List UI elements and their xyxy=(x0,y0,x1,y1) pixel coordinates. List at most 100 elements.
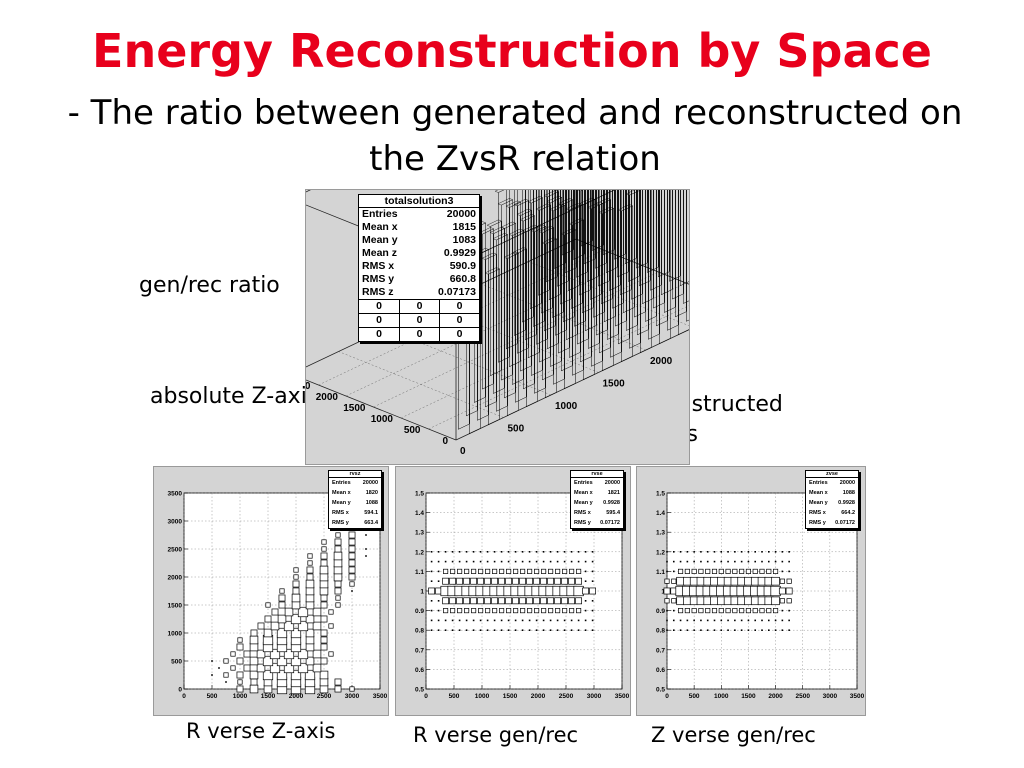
data-point xyxy=(472,629,475,631)
data-point xyxy=(458,619,461,622)
data-point xyxy=(781,629,784,631)
axis-ticks: 0 500 1000 1500 2000 2500 3000 3500 0.5 0.6 0.7 0.8… xyxy=(415,491,630,701)
y-tick-label: 0.5 xyxy=(415,687,424,694)
stat-value: 0.9928 xyxy=(838,500,855,506)
data-point xyxy=(570,560,573,563)
data-point xyxy=(528,619,531,622)
data-point xyxy=(734,551,736,553)
data-point xyxy=(679,551,682,553)
data-box xyxy=(348,573,356,581)
data-box xyxy=(575,577,583,585)
data-point xyxy=(486,619,489,622)
data-box xyxy=(279,588,285,594)
data-box xyxy=(752,568,758,574)
data-box xyxy=(718,608,724,614)
lego-bar xyxy=(625,190,637,265)
data-box xyxy=(249,656,259,666)
data-box xyxy=(334,545,342,553)
data-point xyxy=(713,560,716,563)
stat-value: 1083 xyxy=(452,234,476,246)
data-point xyxy=(479,629,482,631)
data-box xyxy=(562,568,568,574)
data-box xyxy=(582,587,590,595)
data-point xyxy=(437,619,440,622)
data-box xyxy=(305,628,315,638)
data-box xyxy=(348,552,356,560)
lego-bar xyxy=(498,190,510,363)
x-tick-label: 1500 xyxy=(741,693,756,700)
data-box xyxy=(319,586,329,596)
data-point xyxy=(465,629,468,631)
data-box xyxy=(506,568,512,574)
data-point xyxy=(542,619,545,622)
main-stats-row: Mean z 0.9929 xyxy=(359,247,479,260)
data-box xyxy=(684,608,690,614)
data-point xyxy=(591,580,594,582)
data-point xyxy=(465,560,468,563)
stat-count-cell: 0 xyxy=(439,327,479,341)
main-stats-row: Entries 20000 xyxy=(359,208,479,221)
data-point xyxy=(521,619,524,622)
data-box xyxy=(519,597,527,605)
data-point xyxy=(679,629,682,631)
data-box xyxy=(305,600,315,610)
stat-key: RMS y xyxy=(332,520,349,526)
data-point xyxy=(672,629,675,631)
data-box xyxy=(527,568,533,574)
stats-title: rvse xyxy=(571,471,623,478)
data-point xyxy=(437,551,440,553)
data-box xyxy=(319,684,329,694)
data-point xyxy=(365,548,367,550)
lego-bar-top xyxy=(516,208,532,216)
data-point xyxy=(706,619,709,622)
data-point xyxy=(700,619,702,622)
data-point xyxy=(591,629,594,631)
data-box xyxy=(230,665,236,671)
lego-bar xyxy=(588,190,600,349)
x-tick-label: 3500 xyxy=(850,693,865,700)
data-box xyxy=(691,608,697,614)
data-point xyxy=(700,560,702,563)
x-tick-label: 1000 xyxy=(233,693,248,700)
y-tick-label: 0.5 xyxy=(656,687,665,694)
data-point xyxy=(437,609,440,612)
data-box xyxy=(277,614,287,624)
data-box xyxy=(463,597,471,605)
data-box xyxy=(442,577,449,585)
data-box xyxy=(306,573,314,581)
lego-bar xyxy=(526,226,538,408)
y-tick-label: 2500 xyxy=(168,547,183,554)
lego-bar-top xyxy=(500,221,516,229)
data-point xyxy=(788,619,790,622)
caption-z-vs-genrec: Z verse gen/rec xyxy=(651,723,816,747)
main-3d-plot-panel: 0500100015002000250030000500100015002000… xyxy=(305,189,690,465)
lego-bar xyxy=(603,190,615,256)
x-tick-label: 2000 xyxy=(650,356,673,367)
lego-bar xyxy=(596,190,608,336)
data-box xyxy=(576,608,582,614)
data-box xyxy=(533,577,541,585)
data-box xyxy=(312,663,322,673)
data-box xyxy=(534,608,540,614)
stat-key: RMS x xyxy=(332,510,349,516)
data-point xyxy=(211,674,213,676)
lego-bar xyxy=(573,190,585,260)
data-point xyxy=(761,629,763,631)
caption-r-vs-genrec: R verse gen/rec xyxy=(413,723,579,747)
lego-bar xyxy=(583,199,595,381)
data-point xyxy=(430,609,433,612)
label-genrec-ratio: gen/rec ratio xyxy=(139,273,280,298)
data-box xyxy=(484,597,492,605)
data-box xyxy=(491,577,499,585)
data-box xyxy=(256,649,266,659)
data-box xyxy=(739,568,745,574)
data-point xyxy=(493,629,496,631)
data-box xyxy=(319,677,329,687)
stat-value: 20000 xyxy=(604,480,620,486)
rvse-plot-panel: 0 500 1000 1500 2000 2500 3000 3500 0.5 0.6 0.7 0.8… xyxy=(395,466,631,716)
data-box xyxy=(256,663,266,673)
data-point xyxy=(788,609,790,612)
lego-bar xyxy=(523,215,535,390)
lego-bar xyxy=(536,190,548,345)
data-point xyxy=(479,560,482,563)
